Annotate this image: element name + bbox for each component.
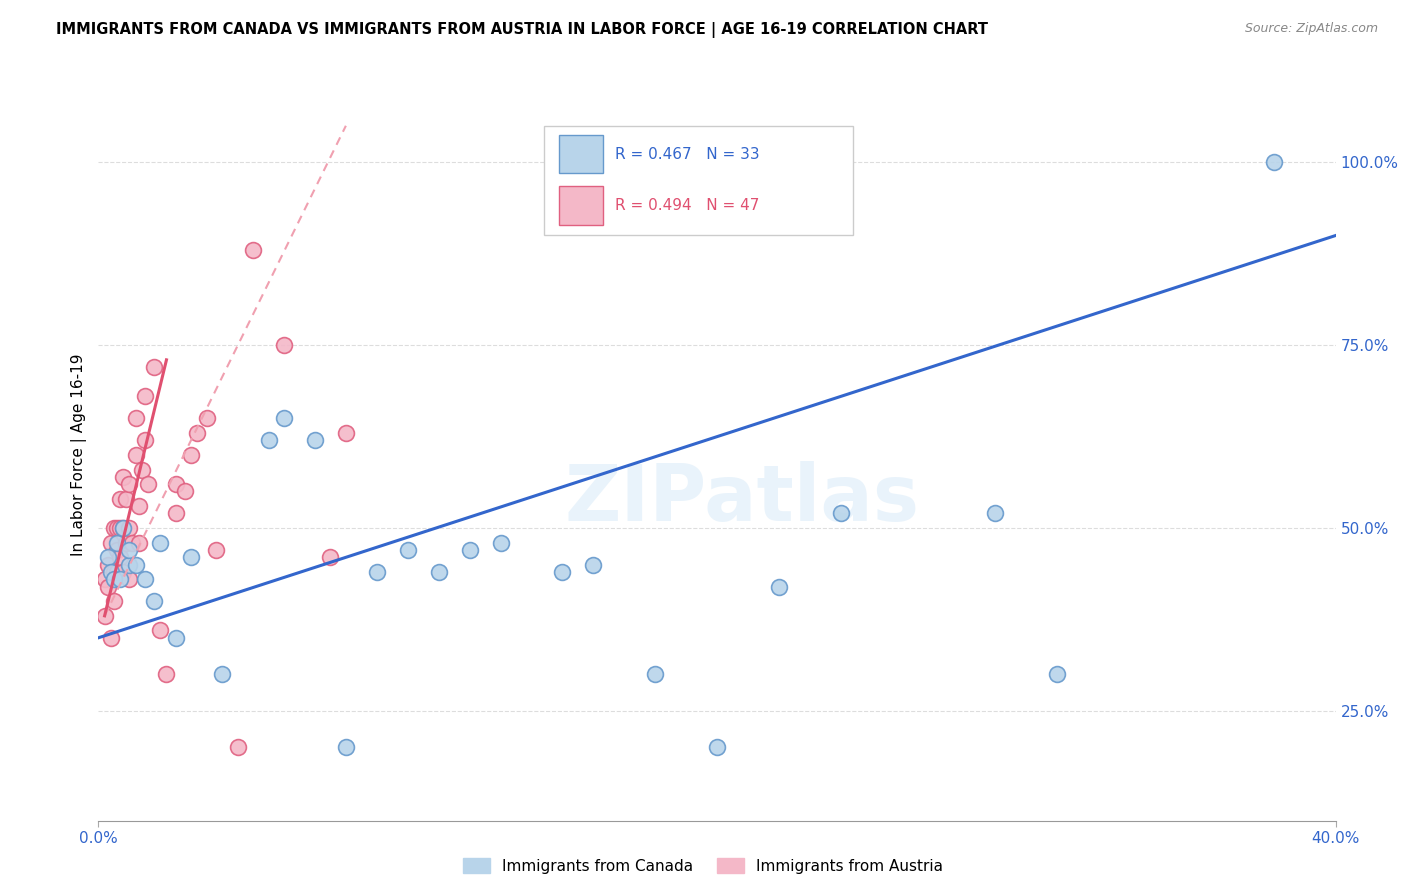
Point bbox=[165, 631, 187, 645]
Point bbox=[97, 558, 120, 572]
Point bbox=[115, 491, 138, 506]
Text: R = 0.467   N = 33: R = 0.467 N = 33 bbox=[614, 147, 759, 161]
Point bbox=[108, 550, 131, 565]
Point bbox=[112, 521, 135, 535]
Point bbox=[118, 543, 141, 558]
FancyBboxPatch shape bbox=[544, 126, 853, 235]
Point bbox=[768, 580, 790, 594]
Point bbox=[830, 507, 852, 521]
Point bbox=[427, 565, 450, 579]
Point bbox=[112, 470, 135, 484]
Point bbox=[121, 535, 143, 549]
Text: Source: ZipAtlas.com: Source: ZipAtlas.com bbox=[1244, 22, 1378, 36]
Point bbox=[226, 740, 249, 755]
Point bbox=[366, 565, 388, 579]
Point bbox=[100, 565, 122, 579]
Point bbox=[706, 740, 728, 755]
FancyBboxPatch shape bbox=[560, 135, 603, 173]
Point bbox=[118, 521, 141, 535]
Point bbox=[100, 535, 122, 549]
Point bbox=[1046, 667, 1069, 681]
Point bbox=[165, 507, 187, 521]
Point bbox=[195, 411, 218, 425]
Point bbox=[105, 535, 128, 549]
Text: ZIPatlas: ZIPatlas bbox=[564, 461, 920, 537]
Point bbox=[205, 543, 228, 558]
Point bbox=[143, 594, 166, 608]
Point bbox=[458, 543, 481, 558]
Point bbox=[273, 338, 295, 352]
Point bbox=[105, 521, 128, 535]
Point bbox=[131, 462, 153, 476]
Point bbox=[105, 543, 128, 558]
Point bbox=[644, 667, 666, 681]
Point bbox=[304, 434, 326, 448]
Point bbox=[180, 550, 202, 565]
Point bbox=[211, 667, 233, 681]
Point bbox=[984, 507, 1007, 521]
Point bbox=[319, 550, 342, 565]
Point bbox=[105, 565, 128, 579]
Point bbox=[118, 558, 141, 572]
Point bbox=[103, 565, 125, 579]
Point bbox=[149, 535, 172, 549]
Point bbox=[489, 535, 512, 549]
Legend: Immigrants from Canada, Immigrants from Austria: Immigrants from Canada, Immigrants from … bbox=[457, 852, 949, 880]
Point bbox=[396, 543, 419, 558]
Point bbox=[112, 521, 135, 535]
Point bbox=[97, 580, 120, 594]
FancyBboxPatch shape bbox=[560, 186, 603, 225]
Point bbox=[124, 411, 146, 425]
Y-axis label: In Labor Force | Age 16-19: In Labor Force | Age 16-19 bbox=[72, 353, 87, 557]
Point bbox=[180, 448, 202, 462]
Point bbox=[273, 411, 295, 425]
Point bbox=[112, 565, 135, 579]
Point bbox=[134, 389, 156, 403]
Point bbox=[134, 434, 156, 448]
Point bbox=[155, 667, 177, 681]
Point bbox=[103, 521, 125, 535]
Point bbox=[108, 491, 131, 506]
Point bbox=[103, 594, 125, 608]
Point bbox=[118, 572, 141, 586]
Point bbox=[100, 631, 122, 645]
Point bbox=[93, 608, 115, 623]
Point bbox=[108, 572, 131, 586]
Point bbox=[93, 572, 115, 586]
Point bbox=[97, 550, 120, 565]
Point bbox=[134, 572, 156, 586]
Point bbox=[136, 477, 159, 491]
Point bbox=[242, 243, 264, 257]
Point bbox=[115, 535, 138, 549]
Point bbox=[143, 360, 166, 375]
Point bbox=[335, 740, 357, 755]
Point bbox=[582, 558, 605, 572]
Point bbox=[124, 558, 146, 572]
Point bbox=[174, 484, 197, 499]
Point bbox=[551, 565, 574, 579]
Point bbox=[186, 425, 208, 440]
Point bbox=[118, 477, 141, 491]
Point bbox=[124, 448, 146, 462]
Point bbox=[149, 624, 172, 638]
Text: R = 0.494   N = 47: R = 0.494 N = 47 bbox=[614, 198, 759, 213]
Point bbox=[103, 572, 125, 586]
Point bbox=[165, 477, 187, 491]
Point bbox=[257, 434, 280, 448]
Point bbox=[128, 499, 150, 513]
Point bbox=[335, 425, 357, 440]
Point bbox=[128, 535, 150, 549]
Point bbox=[1263, 155, 1285, 169]
Text: IMMIGRANTS FROM CANADA VS IMMIGRANTS FROM AUSTRIA IN LABOR FORCE | AGE 16-19 COR: IMMIGRANTS FROM CANADA VS IMMIGRANTS FRO… bbox=[56, 22, 988, 38]
Point bbox=[108, 521, 131, 535]
